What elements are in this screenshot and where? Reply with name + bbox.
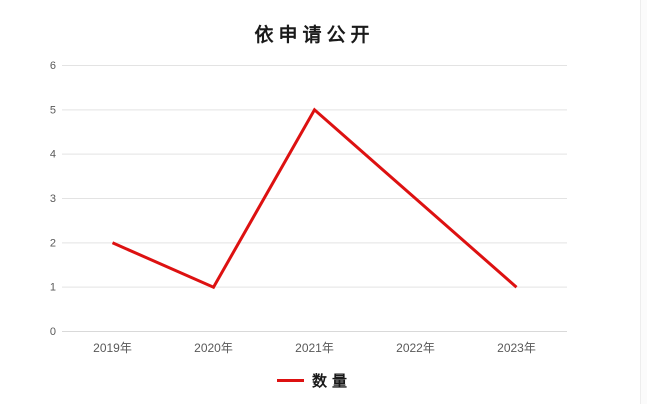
x-axis-tick-label: 2023年 (497, 341, 536, 355)
y-axis-tick-label: 0 (50, 326, 56, 338)
legend-label: 数量 (311, 371, 352, 390)
x-axis-tick-label: 2022年 (396, 341, 435, 355)
x-axis-tick-label: 2021年 (295, 341, 334, 355)
y-axis-tick-label: 4 (50, 149, 56, 161)
panel-right-gutter (641, 0, 647, 404)
chart-title: 依申请公开 (254, 24, 375, 46)
panel-right-border (640, 0, 641, 404)
y-axis-tick-label: 2 (50, 237, 56, 249)
y-axis-tick-label: 5 (50, 104, 56, 116)
y-axis-tick-label: 3 (50, 193, 56, 205)
y-axis-tick-label: 1 (50, 282, 56, 294)
legend-line-swatch (276, 378, 304, 382)
y-axis-tick-label: 6 (50, 60, 56, 72)
x-axis-tick-label: 2020年 (194, 341, 233, 355)
x-axis-tick-label: 2019年 (93, 341, 132, 355)
data-line-数量 (111, 107, 518, 290)
legend: 数量 (62, 371, 567, 390)
